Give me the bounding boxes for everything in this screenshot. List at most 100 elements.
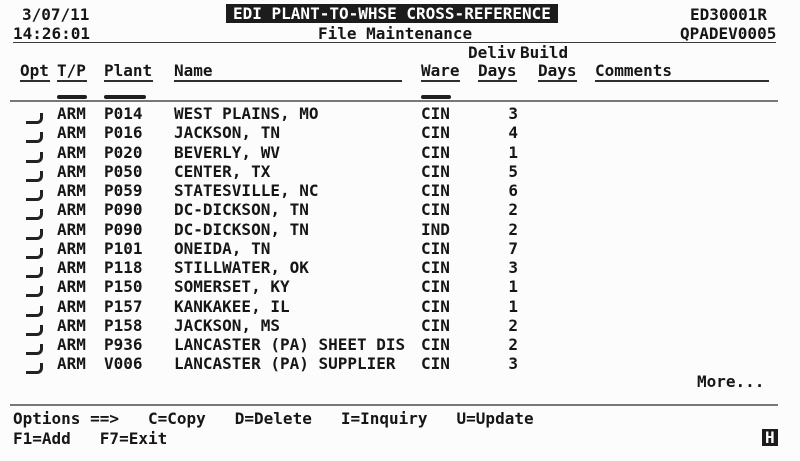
table-row: ARM P016 JACKSON, TN CIN 4: [0, 123, 800, 144]
cell-deliv_days: 3: [508, 258, 518, 277]
opt-input-field[interactable]: [26, 190, 43, 201]
table-row: ARM P150 SOMERSET, KY CIN 1: [0, 277, 800, 298]
cell-plant: P157: [104, 296, 143, 316]
cell-name: DC-DICKSON, TN: [174, 200, 309, 220]
options-legend: Options ==> C=Copy D=Delete I=Inquiry U=…: [13, 410, 534, 427]
cell-deliv_days: 2: [508, 200, 518, 220]
fkey-add: F1=Add: [13, 429, 71, 448]
cell-tp: ARM: [57, 238, 86, 258]
cell-tp: ARM: [57, 200, 86, 220]
opt-input-field[interactable]: [26, 151, 43, 163]
column-header-name: Name: [174, 62, 402, 82]
opt-input-field[interactable]: [26, 209, 43, 221]
cell-tp: ARM: [57, 277, 86, 297]
cell-name: ONEIDA, TN: [174, 238, 271, 258]
cell-plant: P936: [104, 335, 143, 354]
cell-name: JACKSON, MS: [174, 315, 280, 335]
program-id: ED30001R: [690, 5, 768, 24]
cell-deliv_days: 7: [508, 238, 518, 258]
screen-date: 3/07/11: [22, 5, 90, 24]
opt-input-field[interactable]: [26, 113, 43, 124]
status-indicator: H: [762, 429, 778, 446]
cell-deliv_days: 2: [508, 335, 518, 354]
cell-deliv_days: 1: [508, 296, 518, 316]
column-header-plant: Plant: [104, 61, 153, 82]
cell-ware: CIN: [421, 315, 450, 335]
cell-tp: ARM: [57, 219, 86, 239]
cell-deliv_days: 1: [508, 277, 518, 297]
column-header-tp: T/P: [57, 61, 87, 82]
function-keys-legend: F1=Add F7=Exit: [13, 430, 167, 447]
cell-plant: P016: [104, 123, 143, 143]
plant-filter-input[interactable]: [104, 95, 146, 99]
table-row: ARM P014 WEST PLAINS, MO CIN 3: [0, 105, 800, 124]
cell-plant: P050: [104, 161, 143, 181]
device-id: QPADEV0005: [680, 24, 777, 43]
cell-tp: ARM: [57, 142, 86, 162]
table-row: ARM P090 DC-DICKSON, TN CIN 2: [0, 200, 800, 221]
column-group-deliv: Deliv: [468, 43, 517, 62]
cell-tp: ARM: [57, 315, 86, 335]
cell-name: STATESVILLE, NC: [174, 181, 319, 200]
opt-input-field[interactable]: [26, 305, 43, 317]
cell-ware: CIN: [421, 104, 450, 123]
cell-plant: P158: [104, 315, 143, 335]
options-label: Options ==>: [13, 409, 119, 428]
option-copy: C=Copy: [147, 409, 206, 428]
opt-input-field[interactable]: [26, 267, 43, 278]
table-row: ARM P118 STILLWATER, OK CIN 3: [0, 259, 800, 278]
option-delete: D=Delete: [234, 409, 312, 428]
tp-filter-input[interactable]: [57, 95, 87, 99]
opt-input-field[interactable]: [26, 132, 43, 144]
cell-deliv_days: 6: [508, 181, 518, 200]
opt-input-field[interactable]: [26, 324, 43, 336]
cell-plant: P014: [104, 104, 143, 123]
cell-deliv_days: 1: [508, 142, 518, 162]
opt-input-field[interactable]: [26, 170, 43, 182]
cell-tp: ARM: [57, 123, 86, 143]
cell-plant: V006: [104, 354, 143, 374]
screen-subtitle: File Maintenance: [318, 24, 473, 43]
column-header-comments: Comments: [595, 62, 769, 82]
opt-input-field[interactable]: [26, 228, 43, 240]
cell-deliv_days: 3: [508, 104, 518, 123]
column-group-build: Build: [520, 43, 569, 62]
cell-plant: P118: [104, 258, 143, 277]
cell-name: CENTER, TX: [174, 161, 271, 181]
table-row: ARM P101 ONEIDA, TN CIN 7: [0, 240, 800, 259]
table-row: ARM P158 JACKSON, MS CIN 2: [0, 317, 800, 336]
cell-name: LANCASTER (PA) SUPPLIER: [174, 354, 396, 374]
cell-plant: P150: [104, 277, 143, 297]
cell-plant: P020: [104, 142, 143, 162]
cell-ware: CIN: [421, 161, 450, 181]
cell-plant: P059: [104, 181, 143, 200]
table-row: ARM P059 STATESVILLE, NC CIN 6: [0, 182, 800, 201]
cell-ware: CIN: [421, 238, 450, 258]
cell-name: WEST PLAINS, MO: [174, 104, 319, 123]
cell-ware: CIN: [421, 296, 450, 316]
cell-ware: CIN: [421, 354, 450, 374]
table-row: ARM P936 LANCASTER (PA) SHEET DIS CIN 2: [0, 336, 800, 355]
cell-ware: CIN: [421, 123, 450, 143]
opt-input-field[interactable]: [26, 286, 43, 298]
cell-plant: P101: [104, 238, 143, 258]
cell-tp: ARM: [57, 161, 86, 181]
option-inquiry: I=Inquiry: [340, 409, 428, 428]
cell-name: STILLWATER, OK: [174, 258, 309, 277]
fkey-exit: F7=Exit: [99, 429, 168, 448]
ware-filter-input[interactable]: [421, 95, 451, 99]
table-top-separator: [10, 100, 778, 102]
cell-deliv_days: 2: [508, 315, 518, 335]
cell-ware: CIN: [421, 200, 450, 220]
opt-input-field[interactable]: [26, 363, 43, 375]
cell-ware: CIN: [421, 335, 450, 354]
opt-input-field[interactable]: [26, 344, 43, 355]
column-header-ware: Ware: [421, 61, 460, 82]
cell-tp: ARM: [57, 258, 86, 277]
opt-input-field[interactable]: [26, 247, 43, 259]
cell-ware: CIN: [421, 258, 450, 277]
cell-plant: P090: [104, 219, 143, 239]
header-underline: [13, 42, 776, 43]
cell-plant: P090: [104, 200, 143, 220]
